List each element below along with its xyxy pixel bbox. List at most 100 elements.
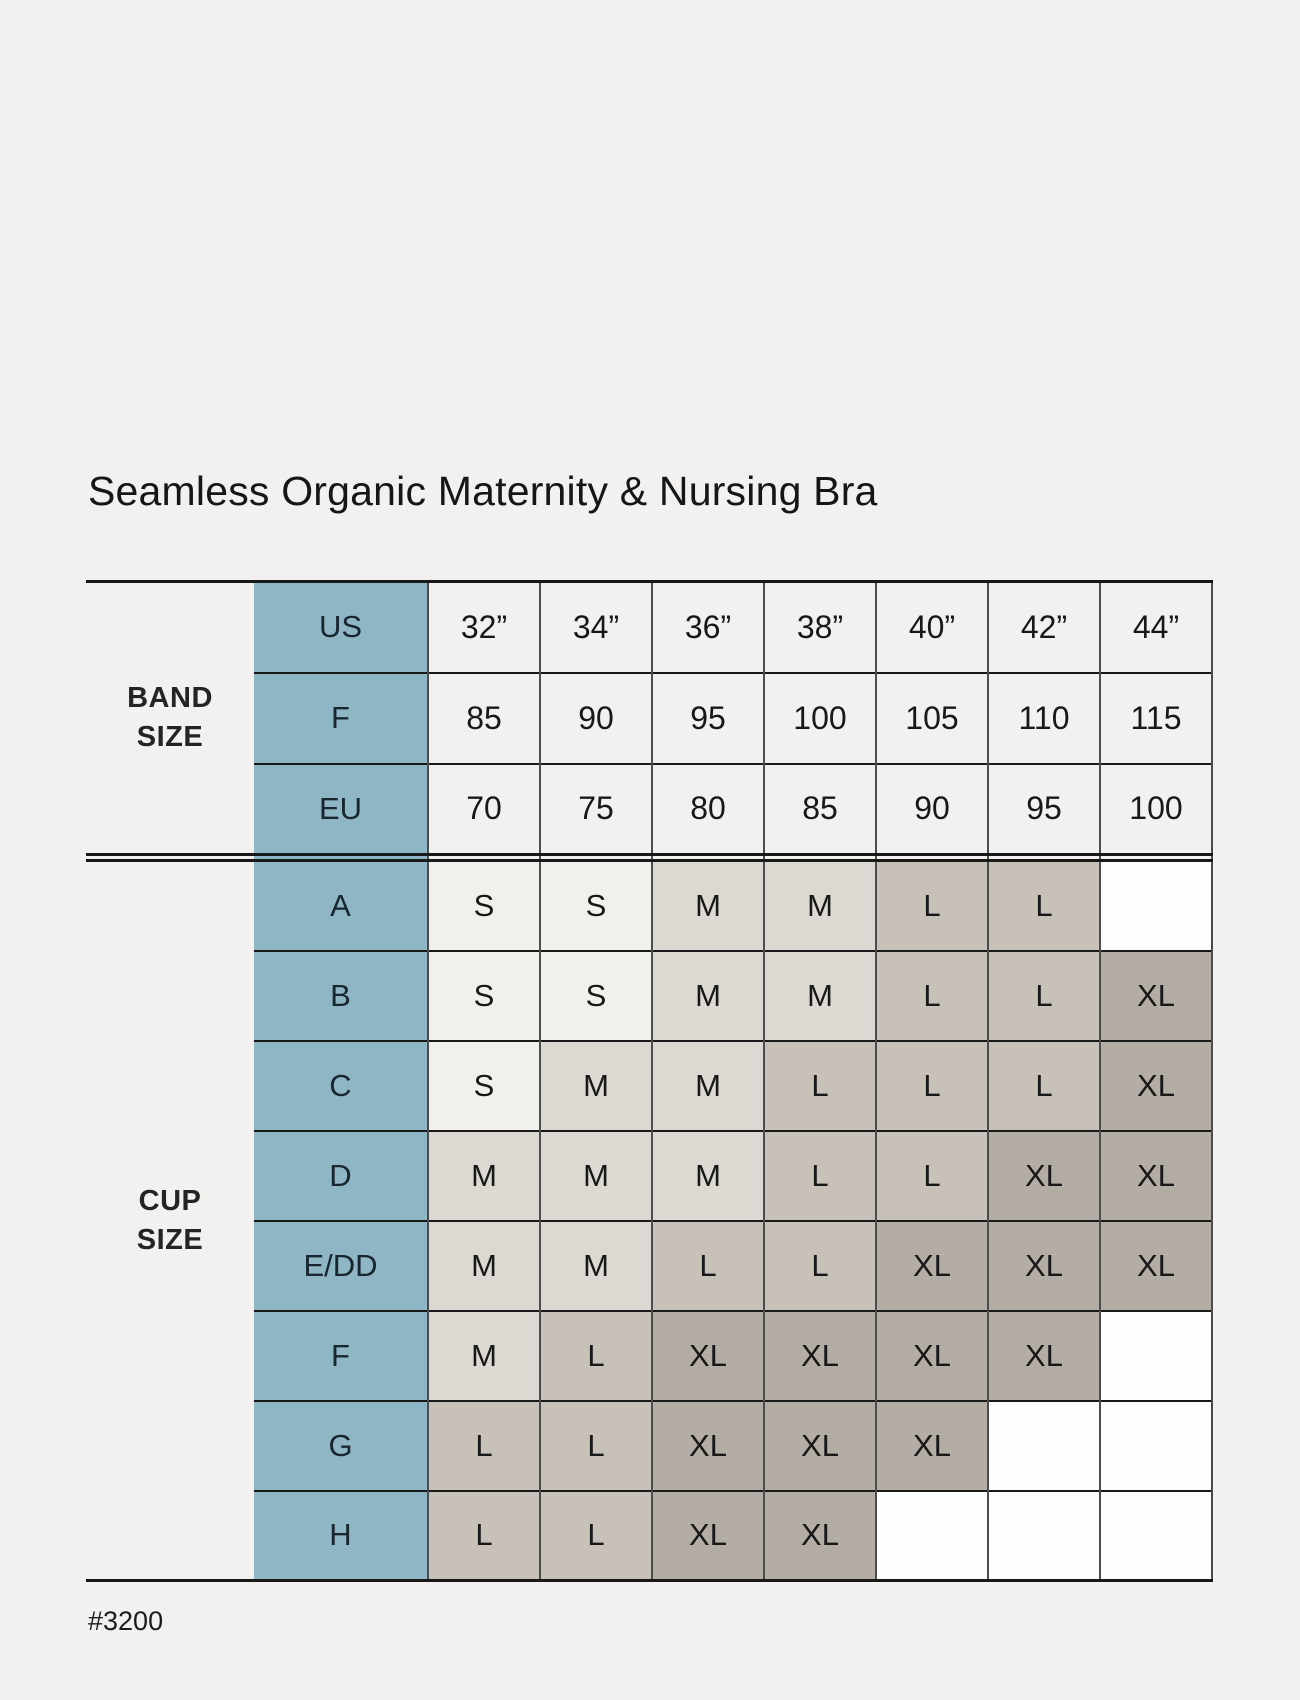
band-cell: 42” bbox=[987, 580, 1100, 673]
size-cell: L bbox=[763, 1129, 876, 1221]
size-cell: M bbox=[763, 859, 876, 951]
size-cell: M bbox=[427, 1219, 540, 1311]
cup-size-label-line2: SIZE bbox=[136, 1223, 204, 1256]
band-cell: 100 bbox=[763, 671, 876, 764]
band-cell: 85 bbox=[427, 671, 540, 764]
size-cell: XL bbox=[1099, 1219, 1213, 1311]
cup-row-f: F M L XL XL XL XL bbox=[86, 1309, 1213, 1401]
band-cell: 36” bbox=[651, 580, 764, 673]
size-cell: XL bbox=[763, 1399, 876, 1491]
band-cell: 44” bbox=[1099, 580, 1213, 673]
row-header-cup-a: A bbox=[254, 859, 428, 951]
divider-cell bbox=[987, 853, 1100, 862]
size-cell bbox=[987, 1489, 1100, 1582]
size-cell: XL bbox=[763, 1489, 876, 1582]
row-header-us: US bbox=[254, 580, 428, 673]
row-header-cup-f: F bbox=[254, 1309, 428, 1401]
row-header-cup-g: G bbox=[254, 1399, 428, 1491]
size-cell: XL bbox=[1099, 1129, 1213, 1221]
size-cell bbox=[1099, 859, 1213, 951]
size-cell: L bbox=[427, 1399, 540, 1491]
size-cell: XL bbox=[987, 1129, 1100, 1221]
size-cell: L bbox=[875, 949, 988, 1041]
cup-row-a: CUP SIZE A S S M M L L bbox=[86, 859, 1213, 1582]
size-cell: S bbox=[427, 1039, 540, 1131]
size-cell: L bbox=[539, 1489, 652, 1582]
size-cell bbox=[875, 1489, 988, 1582]
band-size-label-line2: SIZE bbox=[136, 721, 204, 753]
size-cell bbox=[1099, 1399, 1213, 1491]
band-row-eu: EU 70 75 80 85 90 95 100 bbox=[86, 762, 1213, 855]
size-cell: L bbox=[875, 859, 988, 951]
divider-cell bbox=[651, 853, 764, 862]
cup-row-d: D M M M L L XL XL bbox=[86, 1129, 1213, 1221]
size-cell: S bbox=[427, 949, 540, 1041]
band-cell: 70 bbox=[427, 762, 540, 855]
divider-cell bbox=[539, 853, 652, 862]
divider-cell bbox=[86, 853, 254, 862]
size-cell: L bbox=[539, 1399, 652, 1491]
divider-cell bbox=[763, 853, 876, 862]
band-cell: 95 bbox=[651, 671, 764, 764]
size-cell: L bbox=[763, 1219, 876, 1311]
size-cell: L bbox=[763, 1039, 876, 1131]
size-cell: M bbox=[539, 1129, 652, 1221]
band-cell: 95 bbox=[987, 762, 1100, 855]
row-header-cup-c: C bbox=[254, 1039, 428, 1131]
band-cell: 80 bbox=[651, 762, 764, 855]
size-cell: XL bbox=[875, 1309, 988, 1401]
size-cell: M bbox=[651, 949, 764, 1041]
cup-size-label-line1: CUP bbox=[138, 1184, 202, 1217]
size-cell bbox=[987, 1399, 1100, 1491]
size-cell: L bbox=[875, 1129, 988, 1221]
band-cell: 75 bbox=[539, 762, 652, 855]
row-header-eu: EU bbox=[254, 762, 428, 855]
divider-cell bbox=[875, 853, 988, 862]
size-cell: XL bbox=[875, 1399, 988, 1491]
size-cell: XL bbox=[763, 1309, 876, 1401]
band-cell: 38” bbox=[763, 580, 876, 673]
size-cell: M bbox=[763, 949, 876, 1041]
row-header-cup-b: B bbox=[254, 949, 428, 1041]
size-cell: L bbox=[875, 1039, 988, 1131]
size-cell: M bbox=[427, 1129, 540, 1221]
row-header-cup-edd: E/DD bbox=[254, 1219, 428, 1311]
size-cell: XL bbox=[1099, 949, 1213, 1041]
size-cell: M bbox=[539, 1039, 652, 1131]
band-cell: 32” bbox=[427, 580, 540, 673]
page-title: Seamless Organic Maternity & Nursing Bra bbox=[88, 468, 878, 514]
size-cell: L bbox=[987, 949, 1100, 1041]
size-cell bbox=[1099, 1489, 1213, 1582]
style-number: #3200 bbox=[88, 1606, 164, 1636]
band-size-label: BAND SIZE bbox=[86, 580, 254, 855]
divider-cell bbox=[1099, 853, 1213, 862]
band-cup-divider bbox=[86, 853, 1213, 862]
size-chart-table: BAND SIZE US 32” 34” 36” 38” 40” 42” 44”… bbox=[86, 580, 1213, 1582]
size-cell: S bbox=[539, 949, 652, 1041]
size-cell: XL bbox=[651, 1399, 764, 1491]
cup-row-edd: E/DD M M L L XL XL XL bbox=[86, 1219, 1213, 1311]
size-cell: M bbox=[539, 1219, 652, 1311]
band-cell: 90 bbox=[539, 671, 652, 764]
band-row-f: F 85 90 95 100 105 110 115 bbox=[86, 671, 1213, 764]
band-row-us: BAND SIZE US 32” 34” 36” 38” 40” 42” 44” bbox=[86, 580, 1213, 855]
size-cell: XL bbox=[987, 1219, 1100, 1311]
size-cell bbox=[1099, 1309, 1213, 1401]
size-cell: XL bbox=[651, 1309, 764, 1401]
size-cell: S bbox=[427, 859, 540, 951]
size-cell: M bbox=[427, 1309, 540, 1401]
size-cell: XL bbox=[651, 1489, 764, 1582]
divider-cell bbox=[254, 853, 428, 862]
size-cell: M bbox=[651, 1129, 764, 1221]
divider-cell bbox=[427, 853, 540, 862]
cup-row-b: B S S M M L L XL bbox=[86, 949, 1213, 1041]
cup-size-label: CUP SIZE bbox=[86, 860, 254, 1582]
band-cell: 110 bbox=[987, 671, 1100, 764]
band-cell: 100 bbox=[1099, 762, 1213, 855]
cup-row-g: G L L XL XL XL bbox=[86, 1399, 1213, 1491]
size-cell: S bbox=[539, 859, 652, 951]
band-cell: 85 bbox=[763, 762, 876, 855]
cup-row-c: C S M M L L L XL bbox=[86, 1039, 1213, 1131]
cup-row-h: H L L XL XL bbox=[86, 1489, 1213, 1582]
size-cell: XL bbox=[987, 1309, 1100, 1401]
